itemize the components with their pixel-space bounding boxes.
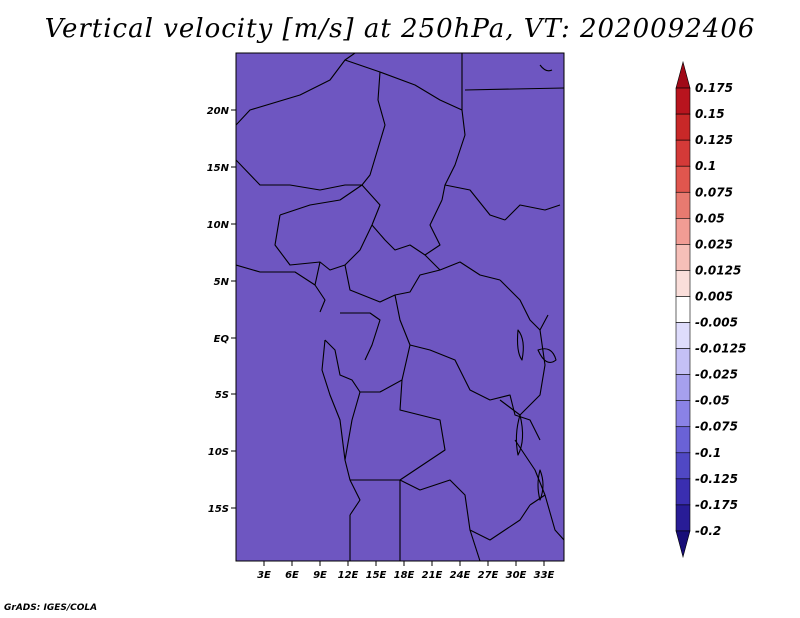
colorbar-swatch	[675, 218, 691, 245]
colorbar-label: -0.005	[695, 316, 738, 330]
lat-label-15n: 15N	[207, 163, 230, 174]
colorbar-swatch	[675, 244, 691, 271]
colorbar-swatch	[675, 270, 691, 297]
lon-label-6e: 6E	[285, 570, 299, 581]
colorbar-label: 0.025	[695, 237, 733, 251]
plot-frame	[235, 52, 565, 562]
colorbar-swatch	[675, 165, 691, 193]
colorbar-swatch	[675, 530, 691, 559]
lon-label-21e: 21E	[422, 570, 443, 581]
lat-label-15s: 15S	[208, 504, 229, 515]
latitude-axis: 20N 15N 10N 5N EQ 5S 10S 15S	[207, 106, 236, 515]
lon-label-27e: 27E	[478, 570, 499, 581]
colorbar-label: 0.1	[695, 159, 716, 173]
colorbar-label: -0.2	[695, 524, 721, 538]
colorbar-label: 0.005	[695, 289, 733, 303]
colorbar-label: 0.0125	[695, 263, 741, 277]
colorbar-swatch	[675, 139, 691, 167]
lon-label-30e: 30E	[506, 570, 527, 581]
lat-label-5s: 5S	[215, 390, 229, 401]
colorbar-swatch	[675, 191, 691, 219]
colorbar-swatch	[675, 374, 691, 401]
colorbar-label: -0.125	[695, 472, 738, 486]
colorbar-label: 0.175	[695, 81, 733, 95]
grads-credit: GrADS: IGES/COLA	[4, 603, 98, 613]
lon-label-33e: 33E	[534, 570, 555, 581]
colorbar-label: -0.025	[695, 368, 738, 382]
chart-title: Vertical velocity [m/s] at 250hPa, VT: 2…	[44, 14, 756, 44]
colorbar-label: 0.125	[695, 133, 733, 147]
colorbar-swatch	[675, 296, 691, 323]
colorbar-label: -0.1	[695, 446, 721, 460]
colorbar-swatch	[675, 478, 691, 506]
colorbar-label: -0.175	[695, 498, 738, 512]
lon-label-18e: 18E	[394, 570, 415, 581]
vertical-velocity-field	[236, 53, 564, 561]
colorbar-swatch	[675, 426, 691, 454]
lon-label-15e: 15E	[366, 570, 387, 581]
colorbar-swatch	[675, 87, 691, 115]
lat-label-5n: 5N	[214, 277, 230, 288]
colorbar-label: -0.05	[695, 394, 730, 408]
colorbar-swatch	[675, 113, 691, 141]
country-borders	[236, 53, 564, 561]
lat-label-eq: EQ	[214, 334, 230, 345]
lat-label-10s: 10S	[208, 447, 229, 458]
longitude-axis: 3E 6E 9E 12E 15E 18E 21E 24E 27E 30E 33E	[257, 561, 555, 581]
colorbar-label: 0.075	[695, 185, 733, 199]
lat-label-10n: 10N	[207, 220, 230, 231]
colorbar-label: 0.15	[695, 107, 725, 121]
lat-label-20n: 20N	[207, 106, 230, 117]
lon-label-9e: 9E	[313, 570, 327, 581]
colorbar-label: -0.075	[695, 420, 738, 434]
colorbar-swatch	[675, 60, 691, 89]
colorbar-swatch	[675, 348, 691, 375]
colorbar-swatch	[675, 400, 691, 428]
lon-label-3e: 3E	[257, 570, 271, 581]
colorbar-swatch	[675, 452, 691, 480]
colorbar-label: 0.05	[695, 211, 725, 225]
colorbar-swatch	[675, 504, 691, 532]
lon-label-12e: 12E	[338, 570, 359, 581]
colorbar-swatch	[675, 322, 691, 349]
colorbar-label: -0.0125	[695, 342, 746, 356]
colorbar: 0.175 0.15 0.125 0.1 0.075 0.05 0.025 0.0125 0.0…	[675, 60, 746, 559]
lon-label-24e: 24E	[450, 570, 471, 581]
